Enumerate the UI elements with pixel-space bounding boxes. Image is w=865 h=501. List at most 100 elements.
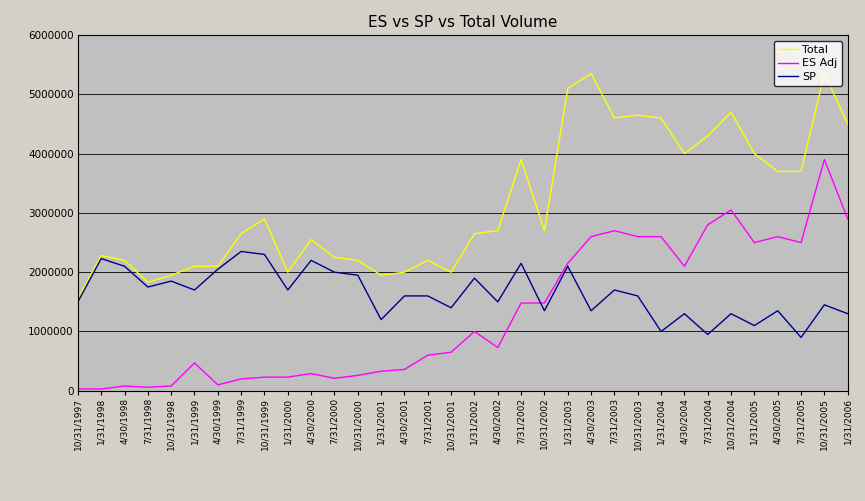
ES Adj xyxy=(283,374,293,380)
Title: ES vs SP vs Total Volume: ES vs SP vs Total Volume xyxy=(368,15,557,30)
Total xyxy=(119,258,130,264)
SP xyxy=(236,248,247,255)
SP xyxy=(73,299,83,305)
Total xyxy=(516,156,526,162)
SP xyxy=(166,278,176,284)
ES Adj xyxy=(632,233,643,239)
Legend: Total, ES Adj, SP: Total, ES Adj, SP xyxy=(773,41,843,86)
ES Adj xyxy=(469,329,479,335)
ES Adj xyxy=(306,371,317,377)
Total xyxy=(260,216,270,222)
Total xyxy=(446,269,457,275)
Total xyxy=(330,255,340,261)
SP xyxy=(726,311,736,317)
ES Adj xyxy=(353,372,363,378)
Total xyxy=(586,71,596,77)
Total xyxy=(749,151,759,157)
Total xyxy=(96,253,106,259)
ES Adj xyxy=(376,368,387,374)
SP xyxy=(586,308,596,314)
SP xyxy=(189,287,200,293)
SP xyxy=(609,287,619,293)
Total xyxy=(609,115,619,121)
SP xyxy=(539,308,549,314)
ES Adj xyxy=(166,383,176,389)
SP xyxy=(469,275,479,281)
SP xyxy=(283,287,293,293)
Line: Total: Total xyxy=(78,74,848,299)
SP xyxy=(376,317,387,323)
ES Adj xyxy=(749,239,759,245)
ES Adj xyxy=(609,227,619,233)
SP xyxy=(330,269,340,275)
SP xyxy=(260,252,270,258)
SP xyxy=(796,335,806,341)
Total xyxy=(236,230,247,236)
Total xyxy=(189,264,200,270)
SP xyxy=(772,308,783,314)
SP xyxy=(632,293,643,299)
Total xyxy=(166,272,176,278)
ES Adj xyxy=(679,264,689,270)
Total xyxy=(562,85,573,91)
Total xyxy=(632,112,643,118)
ES Adj xyxy=(492,345,503,351)
SP xyxy=(843,311,853,317)
ES Adj xyxy=(702,222,713,228)
SP xyxy=(446,305,457,311)
SP xyxy=(400,293,410,299)
Total xyxy=(726,109,736,115)
SP xyxy=(143,284,153,290)
SP xyxy=(679,311,689,317)
SP xyxy=(702,332,713,338)
SP xyxy=(353,272,363,278)
ES Adj xyxy=(143,384,153,390)
ES Adj xyxy=(330,375,340,381)
ES Adj xyxy=(400,366,410,372)
Total xyxy=(656,115,666,121)
Total xyxy=(772,168,783,174)
ES Adj xyxy=(96,386,106,392)
Total xyxy=(423,258,433,264)
SP xyxy=(306,258,317,264)
SP xyxy=(213,266,223,272)
Total xyxy=(843,121,853,127)
SP xyxy=(562,264,573,270)
SP xyxy=(96,256,106,262)
Total xyxy=(679,151,689,157)
SP xyxy=(423,293,433,299)
Total xyxy=(143,279,153,285)
Total xyxy=(400,269,410,275)
ES Adj xyxy=(562,261,573,267)
SP xyxy=(119,264,130,270)
ES Adj xyxy=(586,233,596,239)
Total xyxy=(306,236,317,242)
ES Adj xyxy=(446,349,457,355)
ES Adj xyxy=(189,360,200,366)
ES Adj xyxy=(119,383,130,389)
SP xyxy=(656,329,666,335)
Total xyxy=(353,258,363,264)
ES Adj xyxy=(656,233,666,239)
ES Adj xyxy=(516,300,526,306)
SP xyxy=(749,323,759,329)
ES Adj xyxy=(796,239,806,245)
ES Adj xyxy=(819,156,830,162)
Total xyxy=(283,269,293,275)
ES Adj xyxy=(772,233,783,239)
Total xyxy=(376,272,387,278)
ES Adj xyxy=(843,216,853,222)
ES Adj xyxy=(73,386,83,392)
Total xyxy=(492,227,503,233)
Total xyxy=(702,133,713,139)
Total xyxy=(819,71,830,77)
ES Adj xyxy=(260,374,270,380)
ES Adj xyxy=(423,352,433,358)
ES Adj xyxy=(213,382,223,388)
Total xyxy=(213,264,223,270)
ES Adj xyxy=(236,376,247,382)
ES Adj xyxy=(726,207,736,213)
Total xyxy=(73,296,83,302)
Total xyxy=(796,168,806,174)
ES Adj xyxy=(539,300,549,306)
